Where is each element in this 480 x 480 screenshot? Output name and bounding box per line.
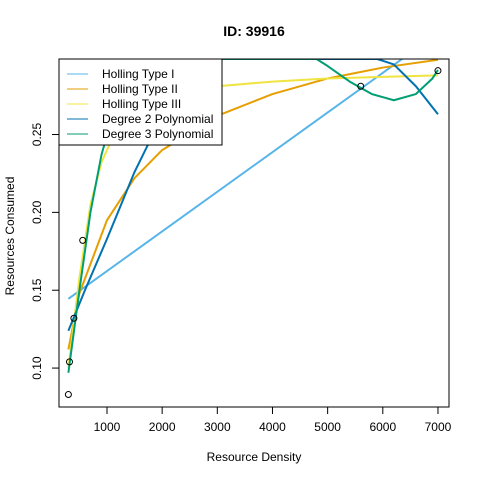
data-point: [357, 82, 365, 90]
chart-title: ID: 39916: [223, 23, 285, 39]
x-tick-label: 3000: [204, 420, 231, 434]
series-degree-3-polynomial-line: [67, 59, 439, 373]
data-point: [79, 236, 87, 244]
data-point: [64, 391, 72, 399]
data-points: [64, 67, 442, 399]
x-tick-label: 4000: [259, 420, 286, 434]
x-tick-label: 2000: [149, 420, 176, 434]
y-tick-label: 0.10: [30, 356, 44, 380]
y-axis-label: Resources Consumed: [3, 177, 17, 296]
plot-frame: [58, 58, 450, 408]
x-axis: 1000 2000 3000 4000 5000 6000 7000: [94, 406, 452, 434]
y-tick-label: 0.20: [30, 200, 44, 224]
legend-label-holling-type-ii: Holling Type II: [102, 82, 178, 96]
legend-box: [58, 58, 223, 146]
data-point: [70, 314, 78, 322]
legend-label-degree-3-polynomial: Degree 3 Polynomial: [102, 127, 213, 141]
legend-label-holling-type-iii: Holling Type III: [102, 97, 181, 111]
x-tick-label: 5000: [314, 420, 341, 434]
y-tick-label: 0.15: [30, 278, 44, 302]
y-tick-label: 0.25: [30, 123, 44, 147]
x-tick-label: 6000: [369, 420, 396, 434]
data-point: [434, 67, 442, 75]
x-tick-label: 7000: [425, 420, 452, 434]
x-axis-label: Resource Density: [207, 450, 302, 464]
legend-label-holling-type-i: Holling Type I: [102, 67, 175, 81]
data-point: [65, 358, 73, 366]
legend-label-degree-2-polynomial: Degree 2 Polynomial: [102, 112, 213, 126]
series-holling-type-i-line: [67, 59, 403, 300]
x-tick-label: 1000: [94, 420, 121, 434]
